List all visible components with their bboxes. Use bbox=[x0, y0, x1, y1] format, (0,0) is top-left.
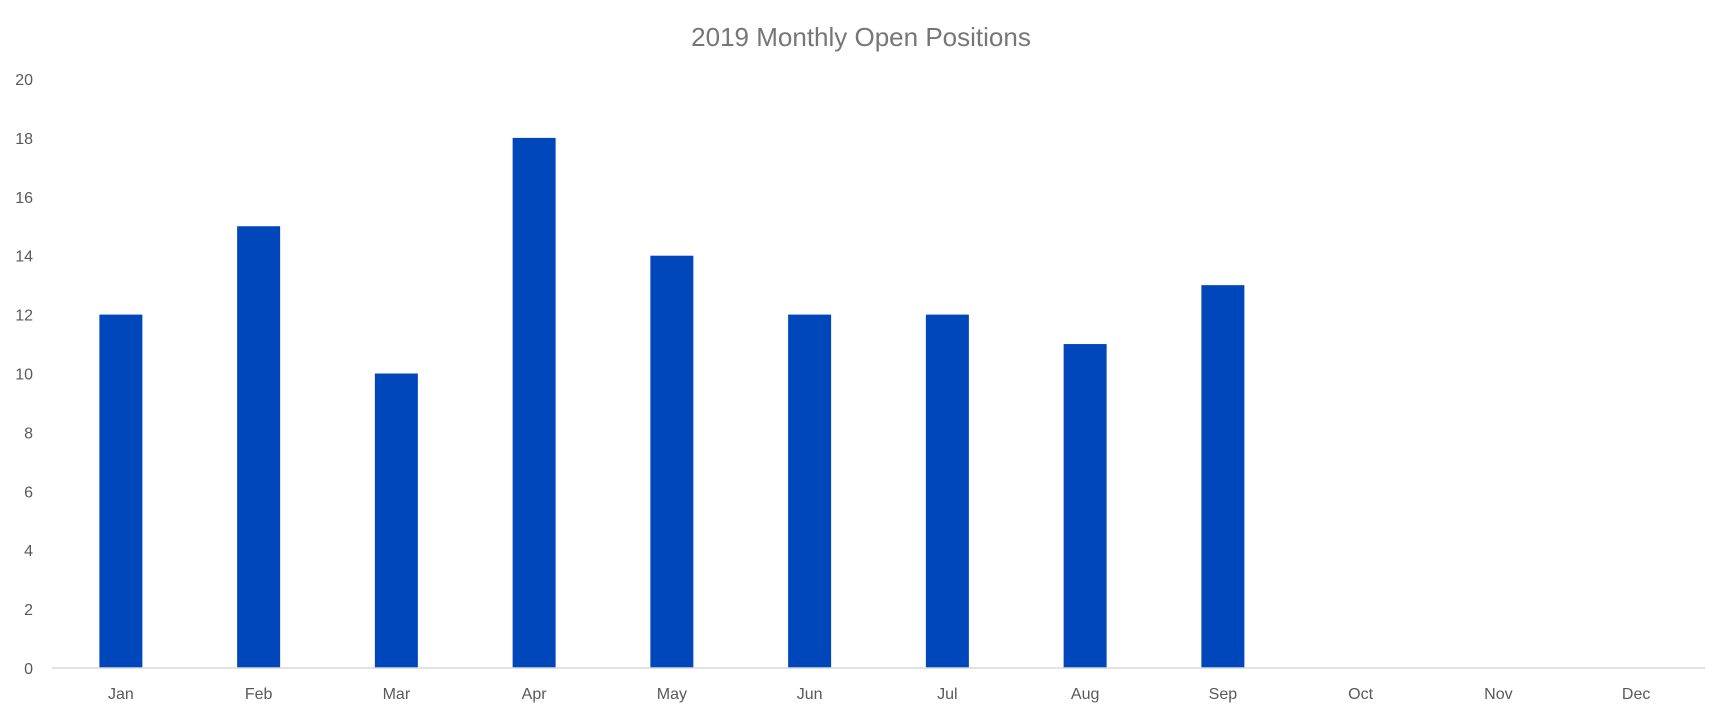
bar-feb bbox=[237, 226, 281, 668]
y-tick-label: 4 bbox=[24, 543, 33, 560]
x-tick-label: May bbox=[657, 686, 687, 703]
y-tick-label: 6 bbox=[24, 484, 33, 501]
bar-apr bbox=[512, 137, 556, 668]
y-tick-label: 14 bbox=[15, 249, 33, 266]
y-tick-label: 20 bbox=[15, 72, 33, 89]
y-tick-label: 12 bbox=[15, 308, 33, 325]
x-axis-ticks: Jan Feb Mar Apr May Jun Jul Aug Sep Oct Nov Dec bbox=[108, 686, 1650, 703]
y-tick-label: 0 bbox=[24, 661, 33, 678]
bar-sep bbox=[1201, 285, 1245, 668]
y-axis-ticks: 0 2 4 6 8 10 12 14 16 18 20 bbox=[15, 72, 33, 678]
x-tick-label: Jun bbox=[797, 686, 823, 703]
y-tick-label: 2 bbox=[24, 602, 33, 619]
x-tick-label: Dec bbox=[1622, 686, 1650, 703]
y-tick-label: 16 bbox=[15, 190, 33, 207]
x-tick-label: Feb bbox=[245, 686, 273, 703]
x-tick-label: Aug bbox=[1071, 686, 1099, 703]
y-tick-label: 18 bbox=[15, 131, 33, 148]
y-tick-label: 8 bbox=[24, 425, 33, 442]
y-tick-label: 10 bbox=[15, 367, 33, 384]
bar-jul bbox=[925, 314, 969, 668]
x-tick-label: Jul bbox=[937, 686, 957, 703]
x-tick-label: Jan bbox=[108, 686, 134, 703]
bar-jun bbox=[788, 314, 832, 668]
x-tick-label: Sep bbox=[1209, 686, 1238, 703]
bar-may bbox=[650, 255, 694, 668]
x-tick-label: Mar bbox=[383, 686, 411, 703]
x-tick-label: Nov bbox=[1484, 686, 1512, 703]
bars bbox=[99, 137, 1245, 668]
chart-title: 2019 Monthly Open Positions bbox=[691, 22, 1031, 52]
x-tick-label: Apr bbox=[522, 686, 548, 703]
bar-jan bbox=[99, 314, 143, 668]
x-tick-label: Oct bbox=[1348, 686, 1373, 703]
bar-mar bbox=[374, 373, 418, 668]
bar-aug bbox=[1063, 344, 1107, 668]
